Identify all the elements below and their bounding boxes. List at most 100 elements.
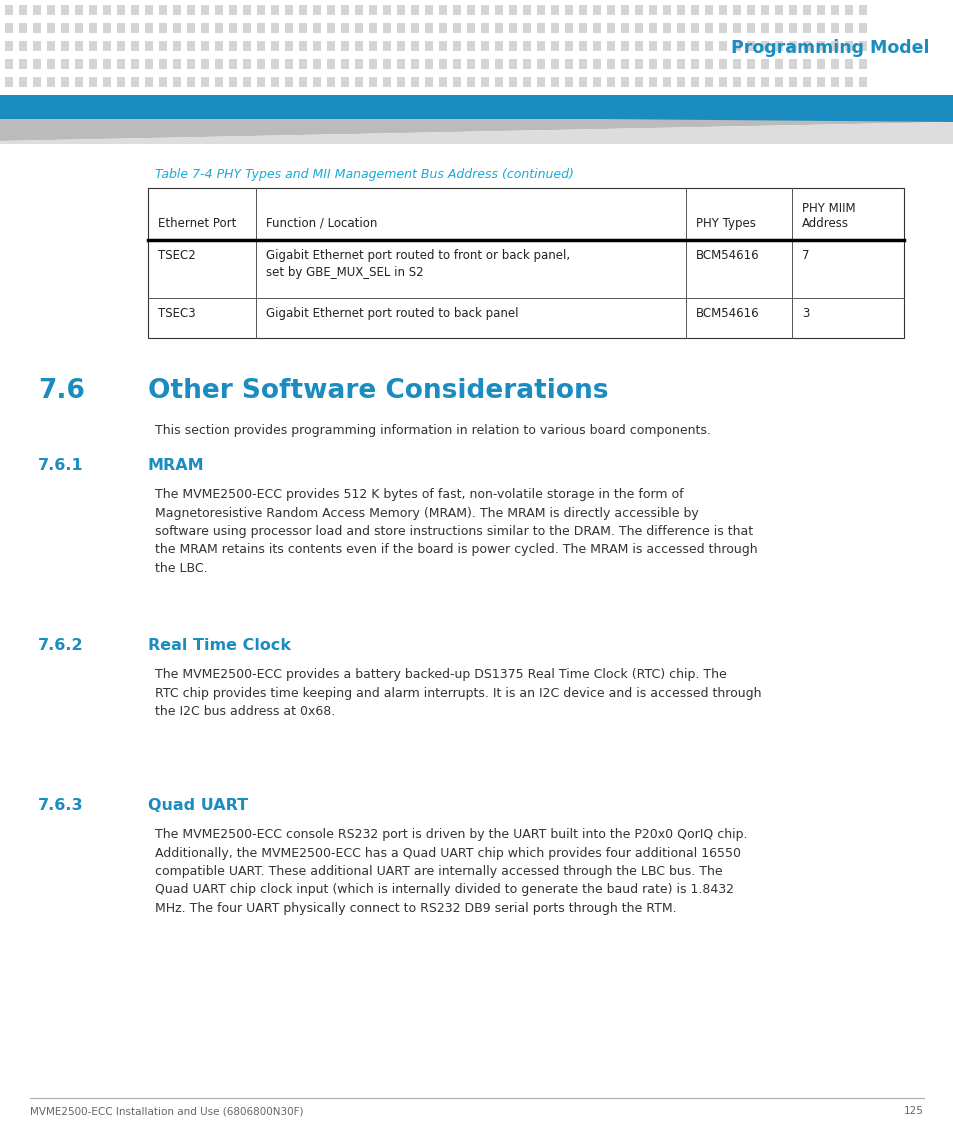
Bar (382, 23, 391, 33)
Text: Quad UART: Quad UART (148, 798, 248, 813)
Bar (760, 77, 768, 87)
Bar (424, 23, 433, 33)
Bar (396, 60, 405, 69)
Bar (578, 77, 586, 87)
Bar (802, 23, 810, 33)
Bar (844, 60, 852, 69)
Bar (47, 77, 55, 87)
Text: PHY Types: PHY Types (696, 218, 755, 230)
Bar (635, 60, 642, 69)
Bar (438, 23, 447, 33)
Bar (593, 60, 600, 69)
Bar (340, 41, 349, 52)
Bar (774, 5, 782, 15)
Text: TSEC3: TSEC3 (158, 307, 195, 319)
Bar (355, 41, 363, 52)
Bar (760, 5, 768, 15)
Bar (103, 5, 111, 15)
Bar (802, 41, 810, 52)
Bar (788, 60, 796, 69)
Bar (690, 60, 699, 69)
Bar (369, 60, 376, 69)
Bar (704, 60, 712, 69)
Bar (509, 41, 517, 52)
Bar (396, 5, 405, 15)
Bar (704, 77, 712, 87)
Bar (285, 60, 293, 69)
Bar (382, 41, 391, 52)
Bar (214, 5, 223, 15)
Bar (201, 60, 209, 69)
Bar (719, 60, 726, 69)
Bar (159, 41, 167, 52)
Bar (47, 60, 55, 69)
Bar (746, 41, 754, 52)
Bar (788, 5, 796, 15)
Bar (620, 23, 628, 33)
Bar (298, 5, 307, 15)
Bar (830, 5, 838, 15)
Bar (495, 41, 502, 52)
Bar (732, 5, 740, 15)
Bar (774, 60, 782, 69)
Text: 3: 3 (801, 307, 808, 319)
Bar (635, 23, 642, 33)
Bar (551, 5, 558, 15)
Bar (131, 60, 139, 69)
Bar (103, 23, 111, 33)
Bar (844, 41, 852, 52)
Bar (438, 41, 447, 52)
Bar (746, 5, 754, 15)
Text: BCM54616: BCM54616 (696, 307, 759, 319)
Bar (103, 41, 111, 52)
Text: PHY MIIM
Address: PHY MIIM Address (801, 202, 855, 230)
Bar (355, 5, 363, 15)
Bar (33, 60, 41, 69)
Bar (537, 60, 544, 69)
Bar (187, 41, 194, 52)
Bar (327, 77, 335, 87)
Bar (201, 77, 209, 87)
Bar (719, 5, 726, 15)
Bar (453, 5, 460, 15)
Bar (662, 23, 670, 33)
Bar (467, 5, 475, 15)
Bar (298, 77, 307, 87)
Bar (75, 41, 83, 52)
Bar (774, 77, 782, 87)
Bar (606, 77, 615, 87)
Bar (648, 77, 657, 87)
Bar (148, 188, 903, 338)
Bar (19, 23, 27, 33)
Bar (802, 77, 810, 87)
Bar (103, 77, 111, 87)
Bar (648, 5, 657, 15)
Bar (187, 23, 194, 33)
Bar (537, 41, 544, 52)
Bar (256, 41, 265, 52)
Bar (648, 60, 657, 69)
Bar (802, 5, 810, 15)
Bar (285, 77, 293, 87)
Bar (313, 41, 320, 52)
Bar (172, 41, 181, 52)
Bar (271, 41, 278, 52)
Bar (229, 77, 236, 87)
Bar (760, 23, 768, 33)
Bar (61, 41, 69, 52)
Bar (313, 77, 320, 87)
Bar (382, 77, 391, 87)
Bar (33, 41, 41, 52)
Bar (578, 60, 586, 69)
Bar (159, 23, 167, 33)
Bar (662, 60, 670, 69)
Bar (719, 23, 726, 33)
Bar (411, 5, 418, 15)
Bar (677, 41, 684, 52)
Bar (117, 77, 125, 87)
Bar (355, 77, 363, 87)
Bar (33, 77, 41, 87)
Bar (355, 23, 363, 33)
Bar (788, 23, 796, 33)
Bar (564, 41, 573, 52)
